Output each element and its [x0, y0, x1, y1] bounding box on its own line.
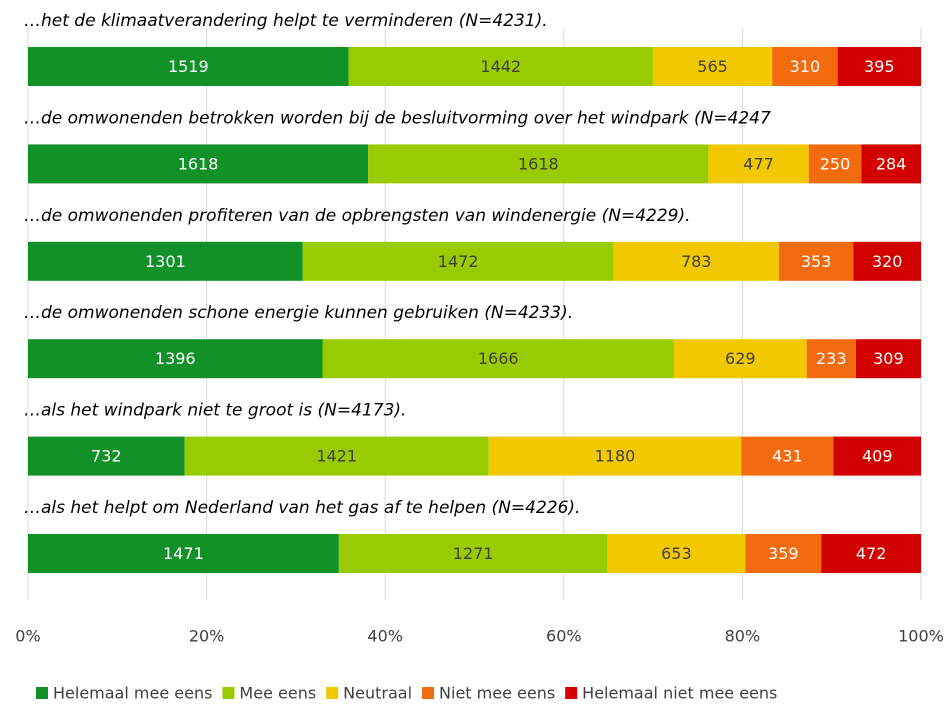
category-label: …als het helpt om Nederland van het gas …	[24, 498, 580, 518]
legend-swatch	[326, 687, 339, 699]
x-tick-label: 20%	[189, 627, 225, 646]
bar-segment	[741, 436, 834, 476]
bar-segment	[821, 534, 921, 573]
bar-segment	[808, 144, 862, 184]
value-label: 309	[873, 349, 904, 368]
value-label: 783	[681, 252, 712, 271]
value-label: 1519	[168, 57, 209, 76]
x-tick-label: 40%	[367, 627, 403, 646]
bar-segment	[28, 436, 185, 476]
value-label: 1618	[518, 154, 559, 173]
category-label: …het de klimaatverandering helpt te verm…	[24, 11, 548, 31]
legend-swatch	[422, 687, 435, 699]
bar-segment	[855, 339, 921, 379]
category-label: …de omwonenden schone energie kunnen geb…	[24, 303, 573, 323]
bar-segment	[833, 436, 921, 476]
category-label: …de omwonenden profiteren van de opbreng…	[24, 206, 691, 226]
value-label: 233	[816, 349, 847, 368]
value-label: 1666	[478, 349, 519, 368]
bar-segment	[806, 339, 856, 379]
value-label: 1421	[316, 447, 357, 466]
legend-label: Helemaal niet mee eens	[582, 684, 777, 703]
legend-swatch	[565, 687, 578, 699]
value-label: 565	[697, 57, 728, 76]
value-label: 472	[856, 544, 887, 563]
legend-swatch	[222, 687, 235, 699]
value-label: 629	[725, 349, 756, 368]
category-label: …de omwonenden betrokken worden bij de b…	[24, 108, 771, 128]
value-label: 477	[743, 154, 774, 173]
x-tick-label: 80%	[725, 627, 761, 646]
value-label: 359	[768, 544, 799, 563]
bar-segment	[673, 339, 807, 379]
value-label: 1472	[438, 252, 479, 271]
legend-label: Helemaal mee eens	[53, 684, 212, 703]
x-tick-label: 100%	[898, 627, 944, 646]
x-tick-label: 60%	[546, 627, 582, 646]
bar-segment	[607, 534, 746, 573]
bar-segment	[338, 534, 608, 573]
value-label: 1301	[145, 252, 186, 271]
legend-swatch	[36, 687, 48, 699]
value-label: 1271	[453, 544, 494, 563]
bar-segment	[28, 534, 339, 573]
bar-segment	[348, 47, 653, 86]
bar-segment	[184, 436, 489, 476]
bar-segment	[613, 241, 779, 281]
bar-segment	[368, 144, 709, 184]
bar-segment	[745, 534, 822, 573]
value-label: 1180	[595, 447, 636, 466]
bar-segment	[708, 144, 809, 184]
legend-label: Neutraal	[343, 684, 412, 703]
bar-segment	[488, 436, 742, 476]
bar-segment	[778, 241, 854, 281]
bar-segment	[652, 47, 773, 86]
value-label: 250	[820, 154, 851, 173]
bar-segment	[28, 339, 323, 379]
value-label: 1618	[178, 154, 219, 173]
x-tick-label: 0%	[15, 627, 40, 646]
bar-segment	[302, 241, 614, 281]
value-label: 1442	[480, 57, 521, 76]
value-label: 320	[872, 252, 903, 271]
legend-label: Niet mee eens	[439, 684, 555, 703]
value-label: 732	[91, 447, 122, 466]
value-label: 353	[801, 252, 832, 271]
value-label: 1396	[155, 349, 196, 368]
value-label: 653	[661, 544, 692, 563]
bar-segment	[28, 144, 369, 184]
legend-label: Mee eens	[239, 684, 316, 703]
bar-segment	[772, 47, 838, 86]
bar-segment	[837, 47, 921, 86]
bar-segment	[853, 241, 921, 281]
value-label: 284	[876, 154, 907, 173]
value-label: 395	[864, 57, 895, 76]
value-label: 310	[790, 57, 821, 76]
value-label: 1471	[163, 544, 204, 563]
bar-segment	[322, 339, 674, 379]
bar-segment	[28, 47, 349, 86]
value-label: 431	[772, 447, 803, 466]
bar-segment	[28, 241, 303, 281]
bar-segment	[861, 144, 921, 184]
category-label: …als het windpark niet te groot is (N=41…	[24, 401, 406, 421]
value-label: 409	[862, 447, 893, 466]
